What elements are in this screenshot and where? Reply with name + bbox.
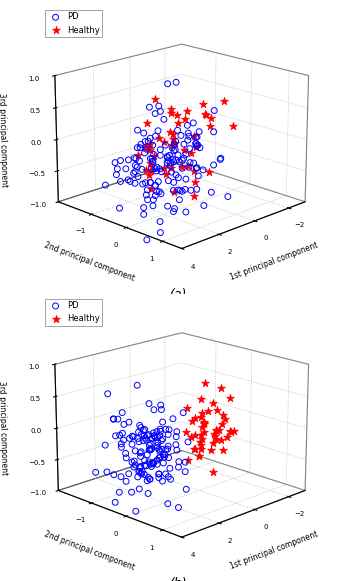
Legend: PD, Healthy: PD, Healthy bbox=[45, 299, 103, 326]
X-axis label: 1st principal component: 1st principal component bbox=[229, 530, 320, 571]
Text: (b): (b) bbox=[169, 576, 187, 581]
Legend: PD, Healthy: PD, Healthy bbox=[45, 10, 103, 37]
Text: (a): (a) bbox=[169, 288, 187, 301]
Y-axis label: 2nd principal component: 2nd principal component bbox=[43, 529, 135, 572]
Y-axis label: 2nd principal component: 2nd principal component bbox=[43, 241, 135, 283]
X-axis label: 1st principal component: 1st principal component bbox=[229, 241, 320, 282]
